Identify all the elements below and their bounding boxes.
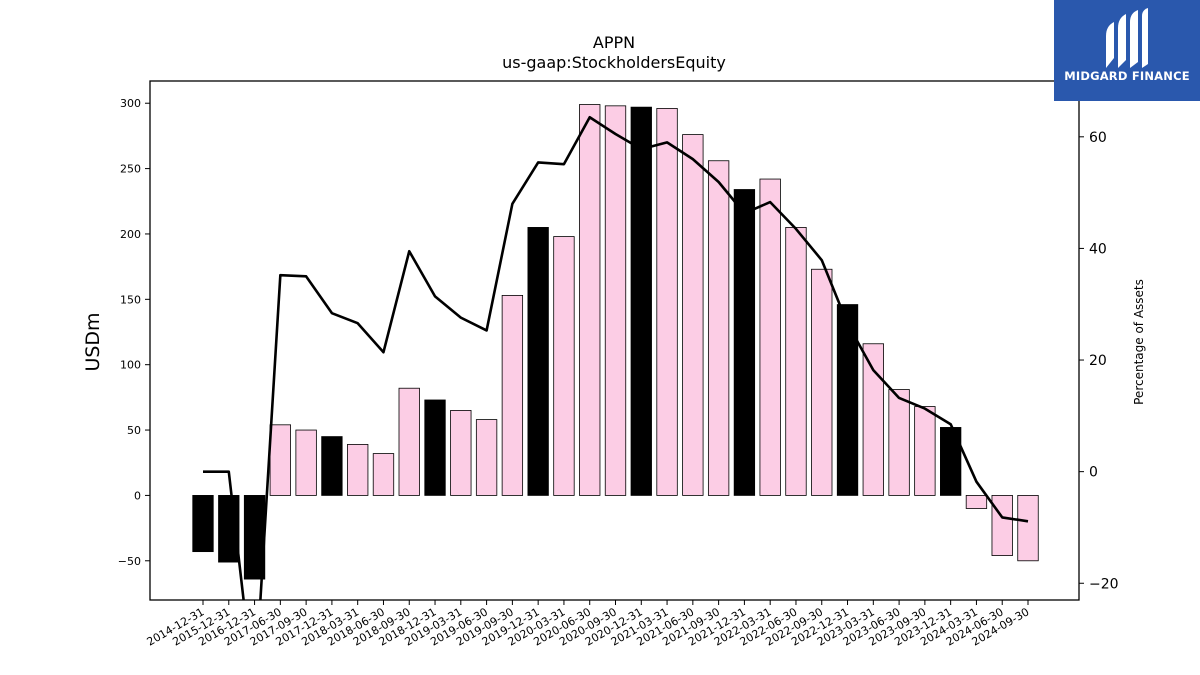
bar-2022-06-30 — [785, 227, 807, 496]
bar-2022-12-31 — [836, 304, 859, 496]
bar-2023-03-31 — [862, 343, 884, 496]
bar-2018-06-30 — [372, 453, 395, 496]
y-tick-label-0: 0 — [134, 489, 141, 502]
bar-2017-09-30 — [295, 429, 317, 496]
y-tick-label-150: 150 — [120, 293, 141, 306]
y2-tick-label-60: 60 — [1089, 130, 1107, 146]
bar-2019-06-30 — [475, 419, 498, 496]
y2-axis-label: Percentage of Assets — [1132, 279, 1146, 405]
bar-2019-09-30 — [501, 294, 524, 496]
bar-2024-09-30 — [1017, 495, 1039, 562]
bar-2023-06-30 — [888, 389, 910, 496]
y2-tick-label--20: −20 — [1089, 576, 1119, 592]
bar-2019-12-31 — [527, 227, 549, 496]
percentage-line — [203, 115, 1029, 600]
bar-2022-09-30 — [811, 268, 833, 496]
bar-2023-12-31 — [940, 427, 962, 496]
logo-badge: MIDGARD FINANCE — [1054, 0, 1200, 101]
y2-tick-label-0: 0 — [1089, 465, 1098, 481]
bar-2021-12-31 — [733, 189, 756, 496]
midgard-logo-icon — [1106, 8, 1148, 68]
y-axis-label: USDm — [82, 312, 104, 371]
bar-2020-09-30 — [604, 105, 627, 496]
bar-2021-06-30 — [682, 134, 704, 496]
bar-2018-09-30 — [398, 387, 420, 496]
line-layer — [203, 115, 1029, 600]
bar-2020-12-31 — [630, 106, 652, 496]
bar-2019-03-31 — [450, 410, 472, 496]
y-tick-label-200: 200 — [120, 228, 141, 241]
y-tick-label--50: −50 — [118, 555, 141, 568]
bar-2021-03-31 — [656, 108, 678, 496]
bar-2017-12-31 — [321, 436, 343, 496]
bar-2020-03-31 — [553, 236, 575, 496]
y-tick-label-300: 300 — [120, 97, 141, 110]
bar-2018-03-31 — [347, 444, 369, 496]
bar-2024-06-30 — [991, 495, 1013, 556]
y2-tick-label-20: 20 — [1089, 353, 1107, 369]
y-tick-label-250: 250 — [120, 163, 141, 176]
bar-2023-09-30 — [914, 406, 936, 496]
bar-2017-06-30 — [269, 424, 291, 496]
bar-2022-03-31 — [759, 178, 781, 496]
y-tick-label-50: 50 — [127, 424, 141, 437]
chart-title: APPN — [593, 33, 635, 52]
y-tick-label-100: 100 — [120, 359, 141, 372]
bar-2021-09-30 — [707, 160, 730, 496]
bar-2024-03-31 — [965, 495, 988, 509]
bar-2018-12-31 — [424, 399, 446, 496]
bars-layer — [192, 104, 1039, 580]
logo-text: MIDGARD FINANCE — [1064, 69, 1190, 83]
bar-2014-12-31 — [192, 495, 214, 553]
y2-tick-label-40: 40 — [1089, 241, 1107, 257]
chart-subtitle: us-gaap:StockholdersEquity — [502, 53, 726, 72]
bar-2020-06-30 — [579, 104, 601, 496]
plot-frame — [149, 80, 1080, 601]
